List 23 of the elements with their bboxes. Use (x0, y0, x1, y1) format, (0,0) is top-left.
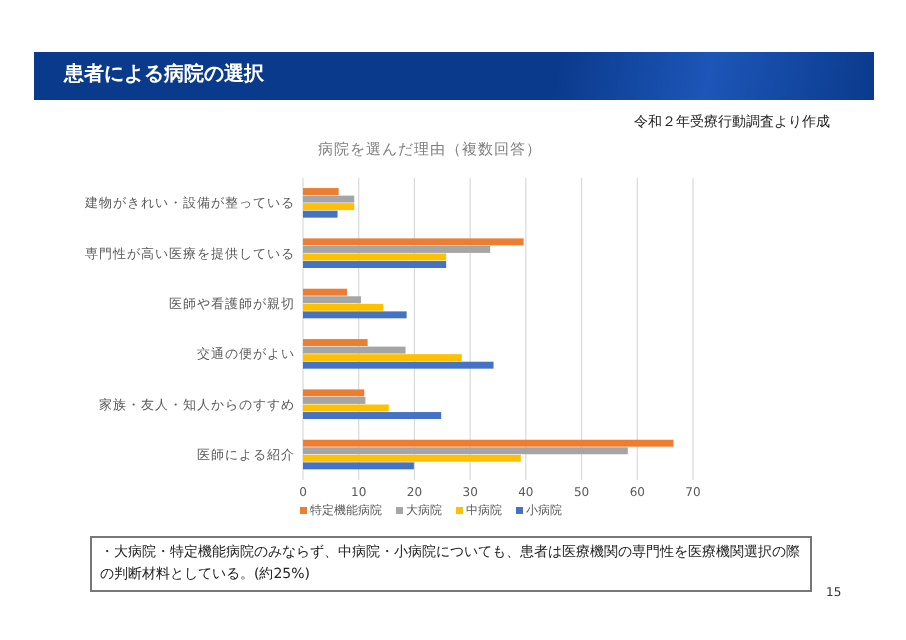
bar (303, 261, 447, 268)
bar (303, 339, 368, 347)
bar (303, 311, 407, 319)
bar (303, 296, 361, 304)
bar (303, 389, 365, 397)
bar (303, 188, 339, 196)
bar (303, 238, 524, 246)
chart-subtitle: 患者による病院の選択 (34, 52, 874, 100)
bar (303, 210, 338, 218)
bar (303, 462, 414, 470)
bar (303, 454, 521, 462)
bar (303, 288, 348, 296)
bar (303, 439, 674, 447)
bar (303, 361, 494, 369)
bar (303, 396, 366, 404)
bar (303, 412, 442, 419)
bar (303, 203, 355, 211)
bar (303, 447, 628, 455)
bar (303, 354, 462, 362)
bar (303, 346, 406, 354)
bar (303, 245, 491, 253)
bar (303, 303, 384, 311)
bar (303, 195, 355, 203)
